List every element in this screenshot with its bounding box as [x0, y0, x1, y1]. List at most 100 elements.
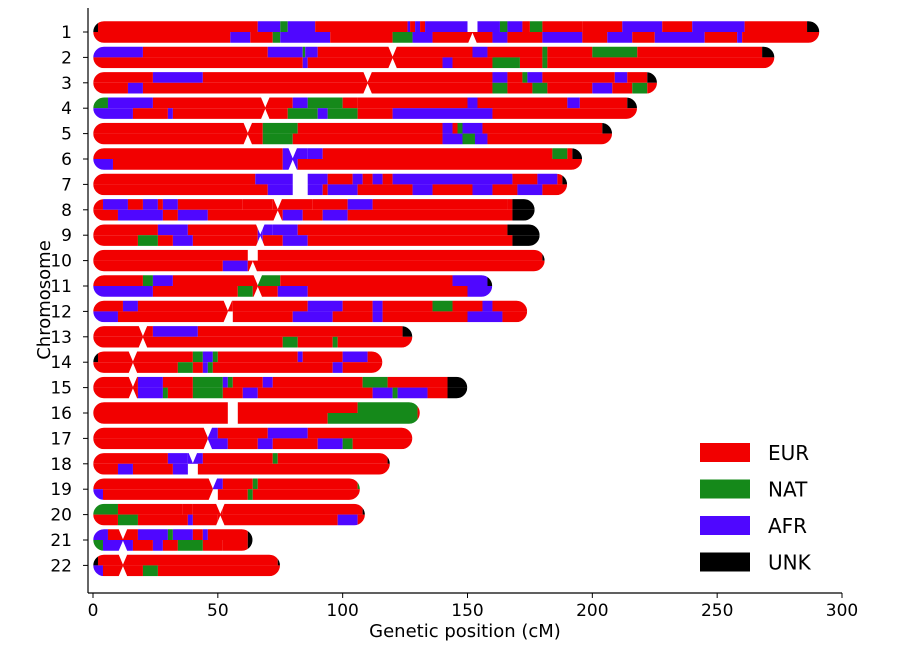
segment-chr8-hap1-eur: [157, 198, 163, 210]
segment-chr1-hap2-eur: [250, 32, 273, 43]
segment-chr5-hap1-unk: [602, 122, 613, 134]
segment-chr21-hap1-afr: [92, 529, 108, 540]
chromosome-5: [93, 122, 613, 145]
segment-chr21-hap2-eur: [132, 540, 153, 551]
segment-chr16-hap2-eur: [237, 413, 328, 424]
segment-chr4-hap1-nat: [92, 97, 108, 109]
segment-chr13-hap2-eur: [92, 336, 283, 348]
segment-chr6-hap1-eur: [567, 148, 573, 159]
segment-chr1-hap2-eur: [632, 32, 655, 43]
chromosome-14: [92, 351, 383, 374]
x-tick-label: 0: [88, 601, 99, 621]
segment-chr21-hap2-afr: [102, 540, 133, 551]
y-tick-label: 22: [50, 556, 72, 576]
segment-chr12-hap2-afr: [467, 311, 503, 323]
segment-chr7-hap1-eur: [382, 173, 393, 185]
segment-chr14-hap2-nat: [177, 362, 193, 374]
x-tick-label: 50: [207, 601, 229, 621]
segment-chr11-hap1-afr: [152, 275, 173, 286]
segment-chr11-hap2-eur: [257, 286, 278, 297]
segment-chr19-hap1-eur: [92, 478, 213, 490]
segment-chr3-hap1-eur: [627, 71, 648, 83]
segment-chr12-hap1-eur: [92, 300, 123, 312]
segment-chr1-hap1-eur: [662, 21, 693, 32]
segment-chr17-hap1-eur: [92, 427, 208, 439]
chromosome-outline: [92, 198, 536, 222]
segment-chr15-hap2-eur: [427, 387, 448, 399]
y-tick-label: 14: [50, 353, 72, 373]
segment-chr11-hap1-nat: [257, 275, 281, 286]
segment-chr1-hap1-nat: [529, 21, 543, 32]
segment-chr7-hap2-afr: [267, 184, 293, 196]
segment-chr15-hap2-afr: [242, 387, 258, 399]
segment-chr7-hap2-eur: [357, 184, 413, 196]
segment-chr8-hap1-eur: [127, 198, 143, 210]
segment-chr16-hap2-eur: [92, 413, 228, 424]
legend: EUR NAT AFR UNK: [700, 441, 812, 575]
chromosome-outline: [92, 20, 820, 44]
segment-chr11-hap2-nat: [237, 286, 253, 297]
segment-chr22-hap2-afr: [92, 565, 103, 577]
segment-chr7-hap1-afr: [352, 173, 363, 185]
segment-chr4-hap1-eur: [579, 97, 628, 109]
segment-chr12-hap2-eur: [382, 311, 468, 323]
segment-chr17-hap2-eur: [352, 438, 413, 450]
x-tick-label: 200: [576, 601, 608, 621]
segment-chr12-hap1-eur: [342, 300, 373, 312]
segment-chr14-hap1-eur: [217, 351, 298, 363]
chromosome-outline: [92, 554, 281, 577]
x-tick-label: 150: [451, 601, 483, 621]
segment-chr5-hap1-eur: [93, 122, 263, 134]
chromosome-4: [92, 97, 638, 120]
chromosome-outline: [92, 477, 361, 501]
legend-swatch-unk: [700, 552, 750, 572]
segment-chr4-hap2-eur: [357, 108, 393, 120]
chromosome-outline: [92, 173, 568, 196]
segment-chr5-hap2-eur: [93, 133, 263, 145]
segment-chr1-hap1-afr: [622, 21, 663, 32]
segment-chr3-hap2-eur: [547, 82, 593, 94]
segment-chr9-hap1-afr: [272, 224, 298, 236]
chromosome-2: [92, 46, 775, 69]
segment-chr1-hap1-eur: [542, 21, 583, 32]
segment-chr1-hap2-afr: [737, 32, 743, 43]
segment-chr11-hap1-unk: [487, 275, 493, 286]
segment-chr11-hap1-eur: [92, 275, 143, 286]
chromosome-outline: [92, 452, 391, 476]
segment-chr17-hap2-nat: [342, 438, 353, 450]
segment-chr15-hap2-nat: [162, 387, 168, 399]
segment-chr4-hap1-afr: [107, 97, 153, 109]
y-tick-label: 9: [61, 226, 72, 246]
segment-chr22-hap1-eur: [97, 554, 278, 566]
segment-chr15-hap1-eur: [387, 376, 448, 388]
segment-chr5-hap1-eur: [482, 122, 603, 134]
segment-chr1-hap1-eur: [522, 21, 530, 32]
segment-chr21-hap2-afr: [152, 540, 163, 551]
segment-chr12-hap1-afr: [307, 300, 343, 312]
segment-chr1-hap2-afr: [607, 32, 633, 43]
segment-chr14-hap1-afr: [202, 351, 213, 363]
segment-chr13-hap2-nat: [332, 336, 338, 348]
segment-chr18-hap2-eur: [197, 463, 391, 475]
segment-chr12-hap1-afr: [372, 300, 383, 312]
segment-chr5-hap2-nat: [262, 133, 293, 145]
segment-chr20-hap1-eur: [222, 503, 363, 515]
segment-chr8-hap2-afr: [117, 209, 163, 221]
segment-chr9-hap1-eur: [297, 224, 508, 236]
segment-chr3-hap2-nat: [532, 82, 548, 94]
segment-chr13-hap1-eur: [92, 325, 153, 337]
segment-chr17-hap2-afr: [207, 438, 228, 450]
segment-chr14-hap2-eur: [212, 362, 333, 374]
segment-chr6-hap2-eur: [112, 159, 283, 170]
segment-chr14-hap1-afr: [342, 351, 368, 363]
segment-chr5-hap2-afr: [474, 133, 488, 145]
segment-chr18-hap1-eur: [92, 452, 168, 464]
segment-chr15-hap1-afr: [222, 376, 228, 388]
legend-label-unk: UNK: [768, 551, 812, 575]
chromosome-8: [92, 198, 535, 221]
y-tick-label: 15: [50, 379, 72, 399]
segment-chr9-hap2-afr: [172, 235, 193, 247]
segment-chr9-hap1-eur: [187, 224, 258, 236]
segment-chr21-hap2-nat: [177, 540, 203, 551]
y-tick-label: 10: [50, 252, 72, 272]
